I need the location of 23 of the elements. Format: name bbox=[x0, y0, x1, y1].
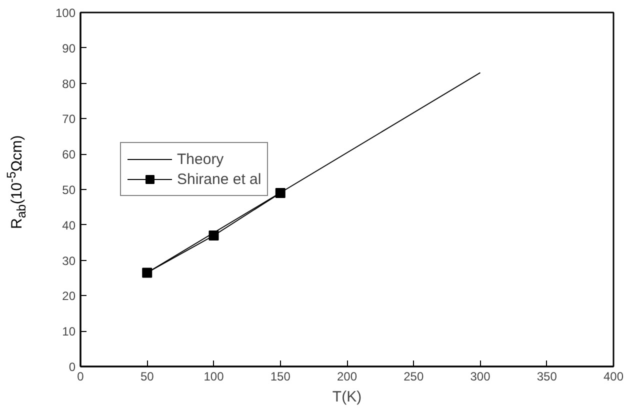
x-tick-label: 50 bbox=[140, 370, 154, 384]
x-tick-label: 200 bbox=[336, 370, 358, 384]
x-axis-title: T(K) bbox=[332, 388, 362, 406]
x-tick-label: 100 bbox=[204, 370, 224, 384]
y-tick-label: 30 bbox=[62, 254, 76, 268]
y-tick-label: 10 bbox=[62, 324, 76, 339]
x-tick-label: 0 bbox=[77, 370, 84, 384]
y-tick-label: 90 bbox=[62, 41, 76, 56]
legend-label: Shirane et al bbox=[177, 170, 262, 188]
x-tick-label: 350 bbox=[536, 370, 558, 384]
y-tick-label: 60 bbox=[62, 148, 76, 162]
y-tick-label: 20 bbox=[62, 289, 76, 304]
x-tick-label: 400 bbox=[603, 370, 624, 384]
y-tick-label: 40 bbox=[62, 218, 76, 232]
y-tick-label: 0 bbox=[68, 360, 76, 374]
x-tick-label: 300 bbox=[470, 370, 491, 384]
y-tick-label: 70 bbox=[62, 112, 76, 126]
y-tick-label: 100 bbox=[55, 6, 76, 20]
x-tick-label: 150 bbox=[270, 370, 291, 384]
x-tick-label: 250 bbox=[404, 370, 424, 384]
y-tick-label: 80 bbox=[62, 76, 76, 91]
legend-label: Theory bbox=[177, 150, 224, 168]
y-tick-label: 50 bbox=[62, 183, 76, 197]
